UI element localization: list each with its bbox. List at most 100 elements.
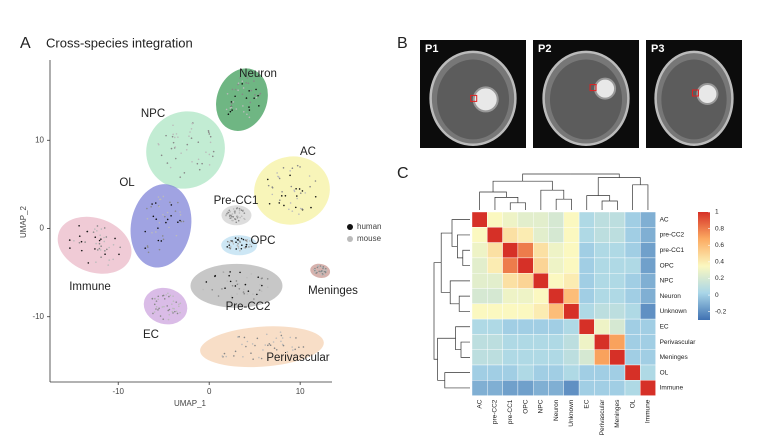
cell-point — [167, 318, 170, 321]
cell-point — [286, 351, 289, 353]
heatmap-cell — [640, 227, 656, 243]
cell-point — [236, 283, 239, 286]
cell-point — [294, 206, 297, 209]
cell-point — [233, 355, 235, 357]
cell-point — [242, 105, 244, 107]
heatmap-cell — [563, 211, 580, 228]
cell-point — [234, 212, 236, 214]
heatmap-cell — [594, 211, 610, 228]
cell-point — [146, 246, 149, 248]
cell-point — [158, 205, 160, 208]
cell-point — [157, 227, 159, 229]
cell-point — [202, 288, 204, 291]
column-label: OPC — [522, 399, 529, 413]
colorbar — [698, 212, 710, 320]
cell-point — [241, 343, 243, 346]
heatmap-cell — [533, 303, 549, 320]
heatmap-cell — [578, 211, 595, 228]
cell-point — [245, 345, 247, 348]
cluster-region — [130, 184, 192, 268]
cell-point — [144, 247, 147, 249]
cluster-label: Perivascular — [266, 352, 329, 364]
image-label: P3 — [651, 43, 664, 55]
cluster-region — [146, 111, 225, 189]
cell-point — [231, 219, 233, 222]
cell-point — [241, 244, 243, 247]
cluster-label: Pre-CC2 — [226, 301, 271, 313]
cell-point — [205, 281, 208, 283]
cell-point — [231, 215, 233, 218]
dendrogram-branch — [506, 197, 519, 203]
cell-point — [268, 343, 271, 345]
panel-letter: A — [20, 35, 31, 52]
cell-point — [322, 265, 325, 268]
heatmap-cell — [548, 288, 565, 305]
cell-point — [318, 267, 320, 270]
cell-point — [152, 215, 155, 218]
cell-point — [169, 294, 172, 297]
cell-point — [252, 358, 254, 360]
cell-point — [162, 195, 165, 198]
cell-point — [168, 313, 171, 316]
cell-point — [162, 238, 165, 241]
cell-point — [165, 294, 168, 296]
cell-point — [179, 176, 182, 178]
heatmap-cell — [640, 349, 656, 366]
row-label: Neuron — [660, 293, 682, 300]
heatmap-cell — [471, 318, 488, 335]
cell-point — [275, 348, 278, 351]
cell-point — [167, 309, 170, 312]
cell-point — [245, 81, 248, 84]
dendrogram-branch — [493, 191, 507, 198]
cell-point — [313, 271, 316, 274]
cell-point — [151, 203, 153, 205]
cell-point — [230, 214, 232, 217]
cell-point — [242, 210, 244, 212]
cell-point — [255, 96, 258, 99]
cluster-label: AC — [300, 146, 316, 158]
cell-point — [238, 335, 240, 338]
cell-point — [152, 312, 154, 315]
heatmap-cell — [563, 380, 580, 396]
cell-point — [231, 241, 234, 243]
cell-point — [310, 206, 312, 209]
cell-point — [160, 154, 163, 157]
cell-point — [296, 164, 299, 167]
heatmap-cell — [517, 288, 534, 305]
dendrogram-branch — [601, 200, 610, 210]
cell-point — [171, 310, 174, 313]
cell-point — [78, 241, 81, 244]
cell-point — [191, 160, 193, 163]
cell-point — [95, 261, 97, 263]
heatmap-cell — [640, 257, 656, 274]
cell-point — [165, 134, 167, 137]
cell-point — [242, 291, 245, 293]
cell-point — [283, 204, 285, 207]
cell-point — [228, 213, 231, 216]
cell-point — [180, 152, 182, 154]
cell-point — [154, 297, 157, 300]
cell-point — [243, 292, 246, 295]
cell-point — [179, 311, 181, 314]
dendrogram-branch — [451, 233, 458, 247]
heatmap-cell — [533, 380, 549, 396]
cell-point — [168, 295, 170, 298]
heatmap-cell — [594, 273, 610, 289]
cell-point — [186, 143, 189, 146]
cell-point — [223, 352, 226, 355]
mri-lesion — [594, 77, 617, 100]
cell-point — [262, 349, 264, 351]
cell-point — [238, 209, 241, 212]
heatmap-cell — [640, 242, 656, 259]
cell-point — [237, 89, 239, 92]
heatmap-cell — [533, 364, 549, 381]
cell-point — [253, 80, 255, 82]
cell-point — [229, 240, 232, 242]
cell-point — [280, 195, 283, 197]
cell-point — [237, 83, 239, 86]
heatmap-cell — [578, 334, 595, 350]
cell-point — [229, 210, 231, 213]
heatmap-cell — [487, 349, 503, 366]
heatmap-cell — [624, 257, 641, 274]
column-label: NPC — [538, 399, 545, 413]
